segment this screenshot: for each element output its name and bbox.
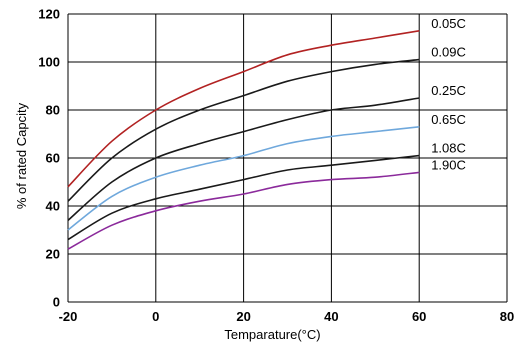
y-tick-label: 80	[46, 103, 60, 118]
series-label: 0.65C	[431, 112, 466, 127]
series-line-0.05C	[67, 30, 420, 188]
y-axis-title: % of rated Capcity	[14, 102, 29, 209]
x-tick-label: 80	[500, 309, 514, 324]
y-tick-label: 60	[46, 151, 60, 166]
series-line-0.09C	[67, 58, 420, 202]
x-tick-label: -20	[59, 309, 78, 324]
series-label: 1.08C	[431, 141, 466, 156]
series-line-0.65C	[67, 126, 420, 231]
series-line-1.90C	[67, 171, 420, 250]
x-axis-title: Temparature(°C)	[224, 327, 320, 342]
y-tick-label: 0	[53, 295, 60, 310]
x-tick-label: 40	[324, 309, 338, 324]
series-label: 0.09C	[431, 45, 466, 60]
series-line-0.25C	[67, 97, 420, 222]
x-tick-label: 20	[236, 309, 250, 324]
y-tick-label: 40	[46, 199, 60, 214]
y-tick-label: 100	[38, 55, 60, 70]
grid-lines	[67, 13, 508, 303]
series-label: 0.05C	[431, 16, 466, 31]
x-tick-label: 60	[412, 309, 426, 324]
y-tick-label: 20	[46, 247, 60, 262]
series-line-1.08C	[67, 154, 420, 241]
series-lines	[67, 30, 420, 250]
x-tick-label: 0	[152, 309, 159, 324]
y-tick-label: 120	[38, 7, 60, 22]
series-label: 0.25C	[431, 83, 466, 98]
series-label: 1.90C	[431, 157, 466, 172]
